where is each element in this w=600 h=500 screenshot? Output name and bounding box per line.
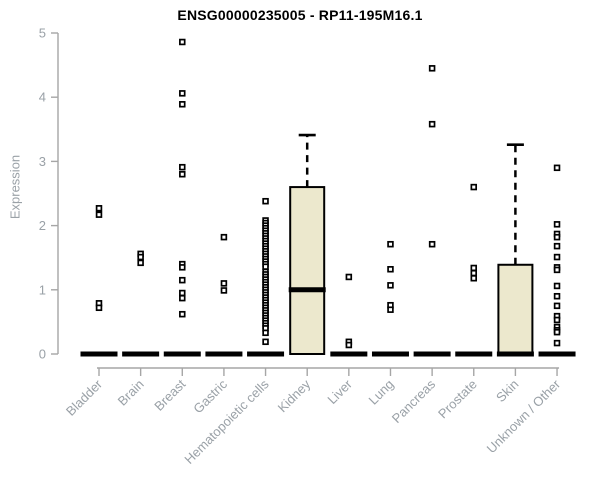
outlier-point [387,306,394,313]
outlier-point [553,328,561,336]
outlier-point [220,287,228,294]
outlier-point [387,282,394,289]
y-tick-label: 2 [39,218,46,233]
y-tick-label: 3 [39,154,46,169]
outlier-point [95,211,103,218]
outlier-point [428,120,436,128]
outlier-point [220,233,228,241]
outlier-point [553,233,561,241]
y-tick-label: 5 [39,26,46,41]
outlier-point [553,302,561,310]
outlier-point [428,240,436,248]
outlier-point [428,65,436,72]
outlier-point [179,294,186,302]
outlier-point [553,316,561,324]
outlier-point [553,266,561,274]
outlier-point [345,341,353,349]
outlier-point [179,163,186,171]
x-tick-label: Kidney [275,376,314,415]
outlier-point [179,289,186,297]
outlier-point [470,183,478,191]
x-tick-label: Gastric [190,376,230,416]
outlier-point [179,170,186,178]
outlier-point [553,242,561,250]
outlier-point [179,276,186,284]
x-tick-label: Breast [151,376,188,413]
outlier-point [470,269,478,277]
outlier-point [179,90,186,97]
outlier-point [553,339,561,347]
outlier-point [553,164,561,172]
outlier-point [553,221,561,228]
outlier-point [553,282,561,290]
box [289,186,326,355]
outlier-point [179,310,186,318]
x-tick-label: Lung [366,377,397,408]
x-tick-label: Bladder [63,376,106,419]
outlier-point [262,338,269,346]
chart-title: ENSG00000235005 - RP11-195M16.1 [177,7,423,23]
outlier-point [262,329,269,337]
outlier-point [470,274,478,282]
y-tick-label: 0 [39,347,46,362]
outlier-point [179,264,186,271]
x-tick-label: Unknown / Other [484,376,564,456]
outlier-point [345,273,353,281]
x-tick-label: Skin [493,377,521,405]
outlier-point [262,263,269,270]
x-tick-label: Pancreas [389,376,439,426]
outlier-point [179,38,186,46]
outlier-point [553,292,561,300]
outlier-point [137,259,144,267]
outlier-point [387,266,394,273]
outlier-point [95,205,103,212]
outlier-point [95,304,103,312]
outlier-point [470,264,478,272]
y-tick-label: 4 [39,90,46,105]
x-tick-label: Liver [324,376,355,407]
outlier-point [179,101,186,108]
x-tick-label: Brain [115,377,147,409]
y-tick-label: 1 [39,282,46,297]
outlier-point [137,253,144,261]
outlier-point [262,197,269,205]
outlier-point [553,253,561,261]
box [497,263,534,355]
outlier-point [387,240,394,248]
outlier-point [220,280,228,287]
x-tick-label: Prostate [435,377,480,422]
